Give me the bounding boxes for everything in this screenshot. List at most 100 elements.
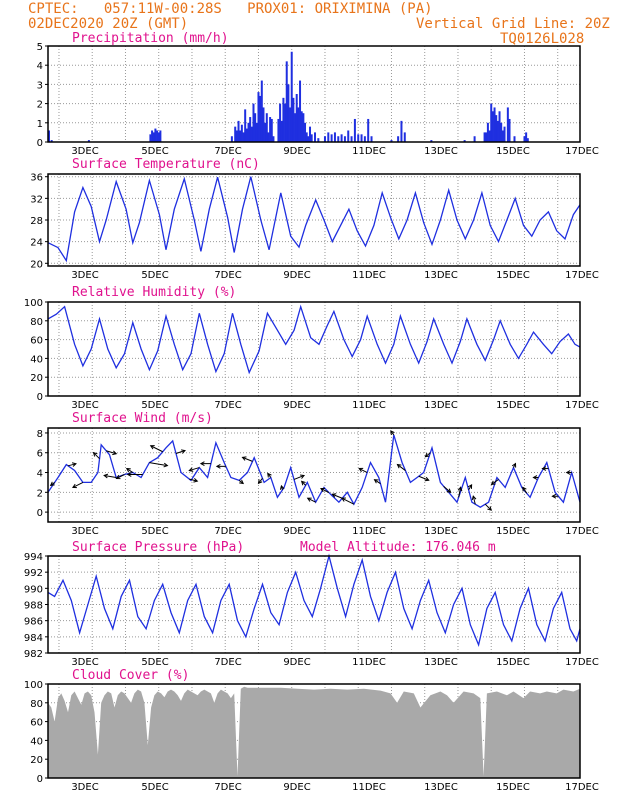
panel-frame	[47, 555, 581, 654]
precip-bar	[277, 118, 280, 142]
x-tick-label: 11DEC	[352, 782, 386, 793]
y-tick-label: 0	[37, 774, 43, 785]
precip-bar	[250, 126, 253, 142]
wind-arrow-head	[71, 483, 77, 489]
precip-bar	[285, 61, 288, 142]
wind-arrow-head	[331, 493, 337, 498]
precip-bar	[239, 130, 242, 142]
x-tick-label: 13DEC	[424, 526, 458, 537]
x-tick-label: 13DEC	[424, 657, 458, 668]
y-tick-label: 990	[24, 584, 43, 595]
wind-arrow	[175, 450, 186, 455]
wind-arrow-head	[373, 479, 379, 484]
y-tick-label: 60	[30, 336, 43, 347]
x-tick-label: 13DEC	[424, 782, 458, 793]
precip-bar	[242, 132, 245, 142]
x-tick-label: 7DEC	[214, 270, 241, 281]
wind-arrow-head	[199, 461, 205, 466]
precip-bar	[269, 117, 272, 142]
wind-arrow-head	[424, 476, 430, 482]
precip-bar	[347, 130, 350, 142]
precip-bar	[249, 117, 252, 142]
x-tick-label: 15DEC	[496, 270, 530, 281]
wind-arrow-head	[300, 474, 306, 479]
precip-bar	[500, 122, 503, 142]
precip-bar	[400, 120, 403, 142]
wind-arrow	[93, 452, 100, 460]
wind-arrow	[116, 474, 125, 479]
precip-bar	[390, 140, 393, 142]
precip-bar	[267, 132, 270, 142]
y-tick-label: 100	[24, 680, 43, 691]
x-tick-label: 13DEC	[424, 270, 458, 281]
x-tick-label: 15DEC	[496, 657, 530, 668]
wind-arrow	[472, 496, 476, 505]
precip-bar	[292, 97, 295, 142]
y-tick-label: 40	[30, 354, 43, 365]
x-tick-label: 7DEC	[214, 400, 241, 411]
y-tick-label: 8	[37, 429, 43, 440]
y-tick-label: 32	[30, 194, 43, 205]
precip-bar	[151, 130, 154, 142]
y-tick-label: 100	[24, 298, 43, 309]
wind-arrow	[307, 497, 316, 503]
wind-arrow	[425, 452, 431, 458]
x-tick-label: 9DEC	[283, 526, 310, 537]
wind-arrow	[106, 450, 117, 455]
x-tick-label: 7DEC	[214, 146, 241, 157]
wind-arrow-head	[112, 450, 118, 456]
precip-bar	[50, 140, 53, 142]
x-tick-label: 9DEC	[283, 400, 310, 411]
y-tick-label: 0	[37, 392, 43, 403]
x-tick-label: 5DEC	[141, 270, 168, 281]
precip-bar	[87, 140, 90, 142]
cloud-cover-area	[48, 686, 580, 778]
wind-arrow	[491, 479, 499, 485]
wind-arrow-head	[163, 462, 169, 468]
wind-arrow-head	[239, 479, 245, 485]
x-tick-label: 13DEC	[424, 400, 458, 411]
x-tick-label: 3DEC	[71, 526, 98, 537]
precip-bar	[526, 138, 529, 142]
panel-title: Surface Temperature (nC)	[72, 157, 260, 172]
precip-bar	[488, 130, 491, 142]
precip-bar	[244, 109, 247, 142]
y-tick-label: 2	[37, 100, 43, 111]
precip-bar	[357, 134, 360, 142]
x-tick-label: 9DEC	[283, 782, 310, 793]
precip-bar	[149, 134, 152, 142]
panel-frame	[47, 301, 581, 397]
wind-arrow-head	[241, 456, 247, 461]
wind-arrow-head	[390, 430, 395, 435]
precip-bar	[265, 113, 268, 142]
header-model-code: TQ0126L028	[500, 31, 585, 47]
series-line	[47, 304, 581, 375]
precip-bar	[370, 136, 373, 142]
panel-0: Precipitation (mm/h) 0 1 2 3 4 5 3DEC 5DEC 7DEC 9D…	[37, 31, 599, 157]
panel-2: Relative Humidity (%) 0 20 40 60 80 100 3DEC 5DE…	[24, 285, 599, 411]
precip-bar	[282, 97, 285, 142]
precip-bar	[289, 107, 292, 142]
precip-bar	[508, 118, 511, 142]
precip-bar	[485, 132, 488, 142]
precip-bar	[156, 130, 159, 142]
wind-arrow	[104, 474, 117, 478]
x-tick-label: 11DEC	[352, 146, 386, 157]
y-tick-label: 40	[30, 736, 43, 747]
precip-bar	[240, 124, 243, 142]
wind-arrow	[189, 467, 200, 472]
precip-bar	[350, 136, 353, 142]
precip-bar	[152, 132, 155, 142]
wind-arrow	[358, 468, 368, 473]
wind-arrow-head	[487, 506, 492, 511]
precip-bar	[279, 103, 282, 142]
precip-bar	[430, 140, 433, 142]
precip-bar	[367, 118, 370, 142]
y-tick-label: 0	[37, 138, 43, 149]
precip-bar	[297, 107, 300, 142]
precip-bar	[503, 126, 506, 142]
x-tick-label: 9DEC	[283, 657, 310, 668]
y-tick-label: 60	[30, 718, 43, 729]
precip-bar	[491, 111, 494, 142]
wind-arrow	[242, 456, 253, 462]
